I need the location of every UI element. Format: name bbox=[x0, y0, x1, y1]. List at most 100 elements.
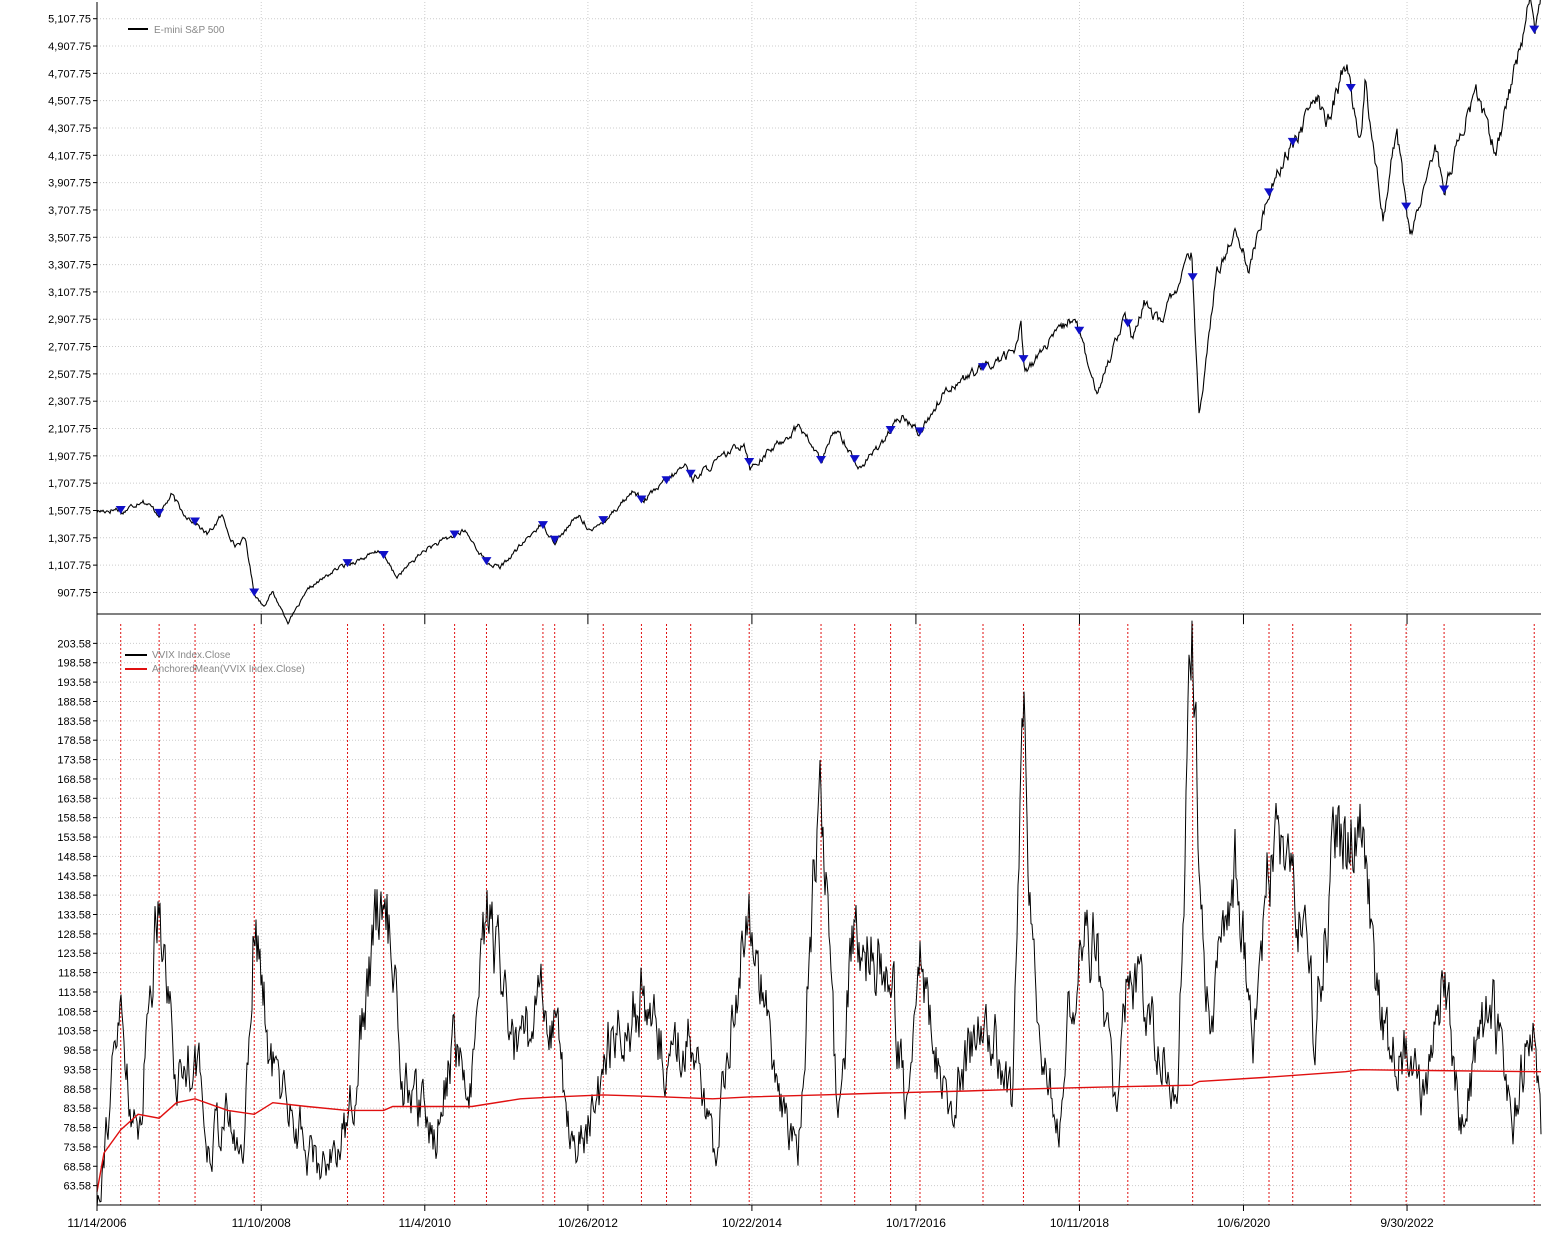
signal-marker bbox=[1439, 185, 1450, 194]
signal-marker bbox=[190, 517, 201, 526]
y-tick-label: 5,107.75 bbox=[48, 14, 91, 26]
signal-marker bbox=[1345, 83, 1356, 92]
y-tick-label: 78.58 bbox=[63, 1123, 91, 1135]
x-tick-label: 10/22/2014 bbox=[722, 1216, 782, 1230]
signal-marker bbox=[978, 363, 989, 372]
signal-marker bbox=[449, 530, 460, 539]
y-tick-label: 2,507.75 bbox=[48, 369, 91, 381]
y-tick-label: 108.58 bbox=[57, 1006, 91, 1018]
y-tick-label: 73.58 bbox=[63, 1142, 91, 1154]
signal-marker bbox=[914, 427, 925, 436]
mean-legend-label: AnchoredMean(VVIX Index.Close) bbox=[152, 664, 305, 675]
y-tick-label: 2,107.75 bbox=[48, 424, 91, 436]
vvix-grid bbox=[96, 624, 1541, 1205]
x-tick-label: 10/17/2016 bbox=[886, 1216, 946, 1230]
signal-marker bbox=[685, 469, 696, 478]
y-tick-label: 4,707.75 bbox=[48, 68, 91, 80]
y-tick-label: 123.58 bbox=[57, 948, 91, 960]
y-tick-label: 1,707.75 bbox=[48, 478, 91, 490]
vvix-panel: 63.58 68.58 73.58 78.58 83.58 88.58 93.58 98.58… bbox=[57, 620, 1542, 1207]
y-tick-label: 3,707.75 bbox=[48, 205, 91, 217]
y-tick-label: 173.58 bbox=[57, 755, 91, 767]
y-tick-label: 3,107.75 bbox=[48, 287, 91, 299]
y-tick-label: 98.58 bbox=[63, 1045, 91, 1057]
signal-marker bbox=[849, 455, 860, 464]
y-tick-label: 4,307.75 bbox=[48, 123, 91, 135]
y-tick-label: 188.58 bbox=[57, 696, 91, 708]
price-panel: 907.75 1,107.75 1,307.75 1,507.75 1,707.75 1,… bbox=[48, 0, 1541, 626]
y-tick-label: 143.58 bbox=[57, 871, 91, 883]
y-tick-label: 158.58 bbox=[57, 813, 91, 825]
x-tick-label: 11/4/2010 bbox=[399, 1216, 452, 1230]
y-tick-label: 193.58 bbox=[57, 677, 91, 689]
y-tick-label: 103.58 bbox=[57, 1026, 91, 1038]
price-legend-label: E-mini S&P 500 bbox=[154, 25, 225, 36]
y-tick-label: 1,307.75 bbox=[48, 533, 91, 545]
y-tick-label: 203.58 bbox=[57, 638, 91, 650]
signal-marker bbox=[1401, 202, 1412, 211]
vvix-line bbox=[96, 620, 1542, 1207]
signal-marker bbox=[816, 456, 827, 464]
signal-marker bbox=[661, 476, 672, 485]
y-tick-label: 118.58 bbox=[58, 968, 91, 980]
y-tick-label: 1,907.75 bbox=[48, 451, 91, 463]
signal-marker bbox=[1287, 137, 1298, 146]
y-tick-label: 183.58 bbox=[57, 716, 91, 728]
signal-marker bbox=[636, 495, 647, 504]
signal-marker bbox=[249, 588, 260, 597]
signal-marker bbox=[154, 508, 165, 517]
signal-marker bbox=[598, 516, 609, 525]
x-tick-label: 11/14/2006 bbox=[67, 1216, 126, 1230]
y-tick-label: 68.58 bbox=[63, 1161, 91, 1173]
y-tick-label: 2,907.75 bbox=[48, 314, 91, 326]
signal-marker bbox=[1187, 273, 1198, 282]
x-tick-label: 10/6/2020 bbox=[1217, 1216, 1271, 1230]
price-legend: E-mini S&P 500 bbox=[128, 25, 225, 36]
signal-marker bbox=[1074, 326, 1085, 335]
signal-marker bbox=[481, 557, 492, 566]
signal-marker bbox=[537, 521, 548, 530]
y-tick-label: 4,507.75 bbox=[48, 96, 91, 108]
y-tick-label: 2,307.75 bbox=[48, 396, 91, 408]
signal-marker bbox=[885, 425, 896, 434]
price-grid bbox=[96, 2, 1541, 614]
y-tick-label: 138.58 bbox=[57, 890, 91, 902]
y-tick-label: 63.58 bbox=[63, 1181, 91, 1193]
y-tick-label: 178.58 bbox=[57, 735, 91, 747]
y-tick-label: 163.58 bbox=[57, 793, 91, 805]
y-tick-label: 168.58 bbox=[57, 774, 91, 786]
y-tick-label: 128.58 bbox=[57, 929, 91, 941]
x-tick-label: 10/11/2018 bbox=[1050, 1216, 1109, 1230]
price-markers bbox=[115, 25, 1540, 597]
signal-marker bbox=[1264, 188, 1275, 197]
y-tick-label: 133.58 bbox=[57, 910, 91, 922]
y-tick-label: 3,507.75 bbox=[48, 232, 91, 244]
signal-marker bbox=[378, 550, 389, 559]
y-tick-label: 153.58 bbox=[57, 832, 91, 844]
signal-marker bbox=[115, 506, 126, 515]
x-tick-label: 11/10/2008 bbox=[232, 1216, 291, 1230]
y-tick-label: 3,307.75 bbox=[48, 260, 91, 272]
signal-marker bbox=[342, 559, 353, 568]
signal-marker bbox=[1529, 25, 1540, 34]
y-tick-label: 1,107.75 bbox=[48, 560, 91, 572]
y-tick-label: 93.58 bbox=[63, 1064, 91, 1076]
y-tick-label: 907.75 bbox=[57, 587, 91, 599]
x-tick-label: 9/30/2022 bbox=[1380, 1216, 1434, 1230]
vvix-event-lines bbox=[120, 624, 1535, 1205]
x-tick-label: 10/26/2012 bbox=[558, 1216, 618, 1230]
y-tick-label: 83.58 bbox=[63, 1103, 91, 1115]
anchored-mean-line bbox=[96, 1068, 1542, 1192]
vvix-legend-label: VVIX Index.Close bbox=[152, 650, 231, 661]
signal-marker bbox=[549, 535, 560, 544]
y-tick-label: 1,507.75 bbox=[48, 505, 91, 517]
vvix-legend: VVIX Index.Close AnchoredMean(VVIX Index… bbox=[125, 650, 305, 675]
price-y-axis: 907.75 1,107.75 1,307.75 1,507.75 1,707.75 1,… bbox=[48, 14, 97, 599]
vvix-series bbox=[96, 620, 1542, 1207]
y-tick-label: 148.58 bbox=[57, 851, 91, 863]
y-tick-label: 88.58 bbox=[63, 1084, 91, 1096]
chart-frame bbox=[96, 2, 1541, 1206]
y-tick-label: 198.58 bbox=[57, 658, 91, 670]
signal-marker bbox=[1018, 355, 1029, 364]
y-tick-label: 2,707.75 bbox=[48, 342, 91, 354]
